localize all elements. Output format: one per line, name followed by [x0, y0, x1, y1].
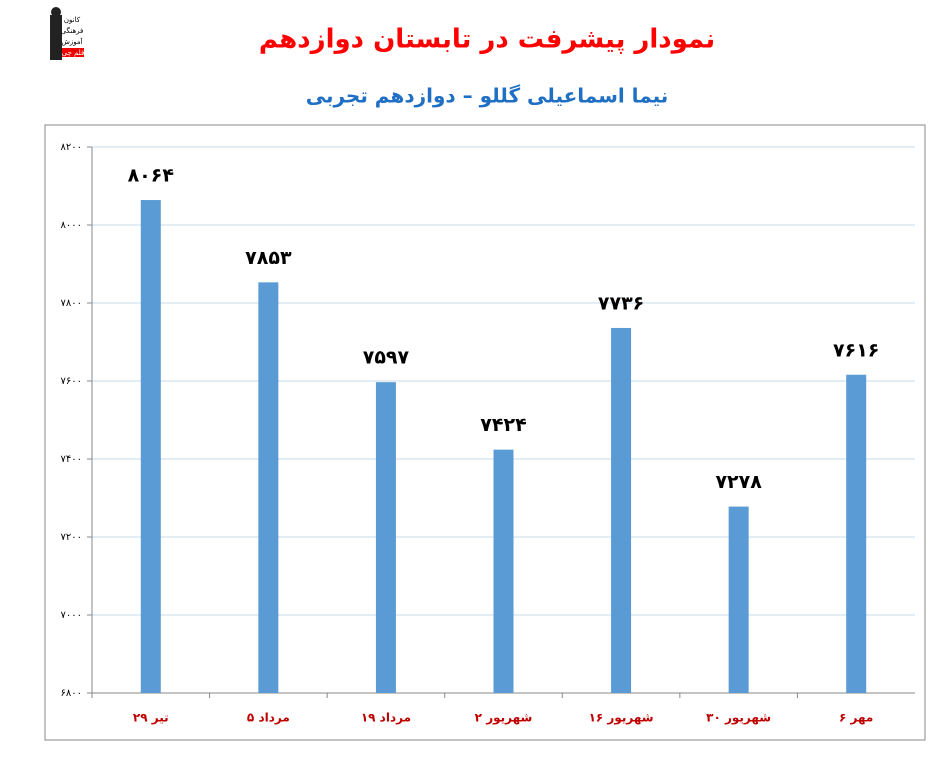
value-label: ۷۸۵۳	[245, 247, 292, 269]
x-tick-label: ۱۹ مرداد	[361, 711, 411, 725]
bar	[728, 506, 749, 693]
y-tick-label: ۷۲۰۰	[61, 532, 82, 543]
y-tick-label: ۷۶۰۰	[61, 376, 82, 387]
chart-border	[44, 124, 926, 741]
value-label: ۷۲۷۸	[715, 471, 762, 493]
x-tick-label: ۳۰ شهریور	[706, 711, 771, 726]
y-tick-label: ۷۴۰۰	[61, 454, 82, 465]
x-tick-label: ۵ مرداد	[247, 711, 290, 725]
bar	[846, 374, 867, 693]
logo-text: آموزش	[61, 37, 83, 46]
y-tick-label: ۶۸۰۰	[61, 688, 82, 699]
logo-head	[51, 7, 61, 17]
y-tick-label: ۸۲۰۰	[61, 142, 82, 153]
logo: کانون فرهنگی آموزش قلم چی	[50, 7, 84, 60]
logo-text: کانون	[64, 16, 81, 24]
bar	[493, 449, 514, 693]
chart-title: نمودار پیشرفت در تابستان دوازدهم	[259, 25, 715, 55]
value-label: ۸۰۶۴	[128, 165, 174, 187]
value-label: ۷۷۳۶	[598, 292, 644, 314]
value-label: ۷۵۹۷	[363, 347, 410, 369]
logo-figure	[50, 15, 62, 60]
logo-text: قلم چی	[62, 49, 85, 57]
logo-text: فرهنگی	[61, 26, 84, 35]
chart-subtitle: نیما اسماعیلی گللو – دوازدهم تجربی	[306, 84, 669, 108]
bar	[140, 200, 161, 694]
y-tick-label: ۸۰۰۰	[61, 220, 82, 231]
y-tick-label: ۷۰۰۰	[61, 610, 82, 621]
bar	[375, 382, 396, 693]
value-label: ۷۶۱۶	[833, 339, 879, 361]
y-tick-label: ۷۸۰۰	[61, 298, 82, 309]
value-label: ۷۴۲۴	[480, 414, 526, 436]
bar	[611, 327, 632, 693]
x-tick-label: ۲ شهریور	[475, 711, 533, 726]
logo-badge	[62, 48, 84, 57]
x-tick-label: ۲۹ تیر	[133, 711, 169, 725]
bar	[258, 282, 279, 693]
x-tick-label: ۶ مهر	[839, 711, 873, 725]
x-tick-label: ۱۶ شهریور	[589, 711, 654, 726]
